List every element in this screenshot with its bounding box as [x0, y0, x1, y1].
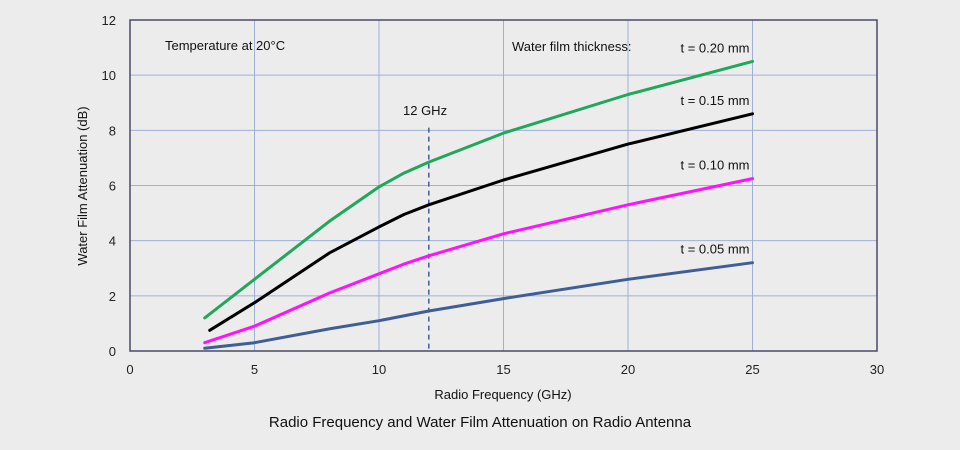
series-label-1: t = 0.15 mm	[681, 93, 750, 108]
x-tick-label: 10	[372, 362, 386, 377]
series-group	[203, 59, 754, 350]
series-labels: t = 0.20 mm t = 0.15 mm t = 0.10 mm t = 0.0…	[681, 40, 750, 256]
series-label-3: t = 0.05 mm	[681, 242, 750, 257]
x-tick-label: 30	[870, 362, 884, 377]
series-label-0: t = 0.20 mm	[681, 40, 750, 55]
series-line-2	[203, 177, 754, 345]
marker-label: 12 GHz	[403, 103, 447, 118]
y-tick-label: 12	[102, 13, 116, 28]
series-line-1	[208, 112, 754, 332]
plot-frame	[129, 19, 878, 352]
y-axis-title: Water Film Attenuation (dB)	[75, 106, 90, 265]
y-tick-label: 2	[109, 289, 116, 304]
series-line-3	[203, 261, 754, 350]
y-tick-label: 0	[109, 344, 116, 359]
x-tick-label: 15	[496, 362, 510, 377]
x-tick-label: 0	[126, 362, 133, 377]
series-label-2: t = 0.10 mm	[681, 158, 750, 173]
x-tick-label: 20	[621, 362, 635, 377]
x-axis-title: Radio Frequency (GHz)	[434, 387, 571, 402]
y-tick-label: 10	[102, 68, 116, 83]
series-line-0	[203, 59, 754, 320]
temperature-annotation: Temperature at 20°C	[165, 38, 285, 53]
chart-title: Radio Frequency and Water Film Attenuati…	[268, 414, 692, 431]
y-tick-label: 8	[109, 123, 116, 138]
x-tick-label: 25	[745, 362, 759, 377]
y-tick-label: 6	[109, 179, 116, 194]
thickness-annotation: Water film thickness:	[512, 39, 631, 54]
x-tick-label: 5	[251, 362, 258, 377]
y-tick-label: 4	[109, 234, 116, 249]
tick-labels: 0 5 10 15 20 25 30 0 2 4 6 8 10 12	[102, 13, 885, 377]
